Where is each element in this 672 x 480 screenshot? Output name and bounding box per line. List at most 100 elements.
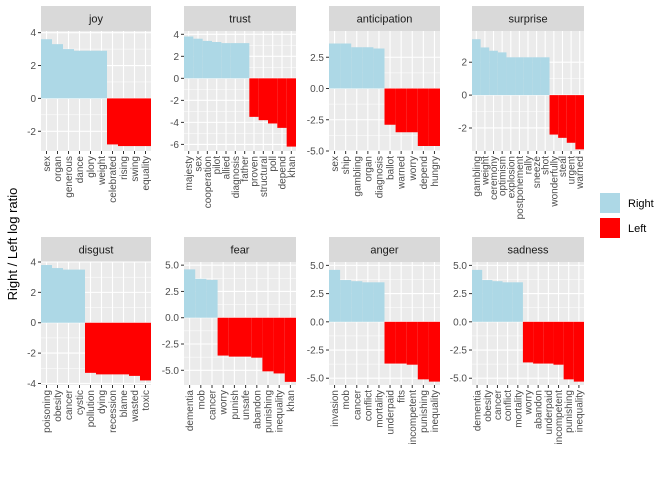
x-tick-label: sex (42, 156, 53, 172)
x-tick-label: recession (108, 390, 119, 433)
facet-title: anger (370, 245, 398, 257)
y-tick-label: 0 (30, 94, 36, 105)
bar-obesity (52, 268, 63, 323)
y-tick-label: 2.5 (310, 53, 324, 64)
legend: Right Left (600, 193, 654, 238)
facet-strip (41, 237, 151, 262)
x-tick-label: khan (286, 390, 297, 412)
x-tick-label: structural (259, 156, 270, 197)
x-tick-label: sneeze (532, 156, 543, 189)
y-tick-label: -5.0 (450, 374, 468, 385)
x-tick-label: khan (287, 156, 298, 178)
bar-majesty (184, 36, 194, 79)
bar-conflict (362, 282, 374, 322)
y-tick-label: 0.0 (165, 313, 179, 324)
y-tick-label: -2.5 (307, 115, 325, 126)
x-tick-label: fits (397, 390, 408, 403)
bar-cancer (492, 281, 503, 322)
bar-proven (249, 78, 259, 117)
bar-recession (107, 322, 118, 375)
facet-title: fear (231, 245, 250, 257)
bar-steal (558, 95, 567, 138)
x-tick-label: explosion (506, 156, 517, 198)
facet-surprise: surprise -2 0 2 gamblingweightceremonyoptimi… (458, 6, 586, 219)
x-tick-label: pollution (86, 390, 97, 427)
x-tick-label: dance (75, 156, 86, 184)
x-tick-label: incompetent (554, 390, 565, 445)
bar-cancer (206, 279, 218, 318)
x-tick-label: inequality (574, 390, 585, 432)
x-tick-label: generous (64, 156, 75, 198)
bar-worry (406, 88, 418, 133)
bar-wasted (129, 322, 140, 376)
bar-ballot (384, 88, 396, 125)
y-axis-label: Right / Left log ratio (5, 188, 20, 301)
bar-incompetent (553, 321, 564, 365)
bar-mob (195, 278, 207, 318)
y-tick-label: -2.5 (450, 346, 468, 357)
bar-punishing (417, 321, 429, 380)
x-tick-label: ceremony (489, 156, 500, 200)
y-tick-label: 4 (173, 30, 179, 41)
bar-warned (575, 95, 584, 150)
x-tick-label: conflict (363, 390, 374, 421)
bar-inequality (573, 321, 584, 382)
x-tick-label: optimism (498, 156, 509, 196)
bar-warned (395, 88, 407, 133)
y-tick-label: 0 (173, 74, 179, 85)
x-tick-label: mortality (374, 390, 385, 428)
bar-ceremony (489, 50, 498, 96)
x-tick-label: diagnosis (231, 156, 242, 198)
bar-cystic (74, 269, 85, 323)
bar-postponement (515, 57, 524, 96)
x-tick-label: weight (97, 156, 108, 186)
bar-organ (52, 44, 63, 99)
bar-equality (140, 98, 151, 147)
x-tick-label: poll (268, 156, 279, 172)
bar-organ (362, 47, 374, 89)
facet-title: trust (229, 14, 250, 26)
x-tick-label: mob (196, 390, 207, 410)
x-tick-label: organ (53, 156, 64, 182)
y-tick-label: -5.0 (307, 147, 325, 158)
bar-poisoning (41, 265, 52, 323)
facet-strip (472, 6, 584, 31)
y-tick-label: 0.0 (310, 84, 324, 95)
x-tick-label: hungry (430, 156, 441, 187)
bar-unsafe (240, 317, 252, 357)
bar-cancer (63, 269, 74, 323)
bar-khan (286, 78, 296, 147)
x-tick-label: depend (419, 156, 430, 189)
facet-strip (472, 237, 584, 262)
x-tick-label: sex (194, 156, 205, 172)
x-tick-label: toxic (141, 390, 152, 411)
bar-invasion (329, 269, 341, 322)
bar-underpaid (543, 321, 554, 364)
bar-rising (118, 98, 129, 147)
x-tick-label: underpaid (544, 390, 555, 434)
x-tick-label: sex (330, 156, 341, 172)
bar-explosion (506, 57, 516, 96)
y-tick-label: 2.5 (310, 289, 324, 300)
bar-blame (118, 322, 129, 375)
bar-wonderfully (549, 95, 559, 135)
bar-fits (395, 321, 407, 364)
x-tick-label: postponement (515, 156, 526, 220)
x-tick-label: shot (541, 156, 552, 175)
x-tick-label: glory (86, 156, 97, 178)
y-tick-label: 4 (30, 28, 36, 39)
x-tick-label: wonderfully (549, 156, 560, 208)
x-tick-label: ballot (386, 156, 397, 180)
bar-poll (268, 78, 278, 124)
x-tick-label: gambling (472, 156, 483, 197)
x-tick-label: obesity (483, 390, 494, 422)
x-tick-label: cancer (493, 389, 504, 420)
legend-key-right (600, 193, 620, 213)
y-tick-label: 5.0 (310, 261, 324, 272)
x-tick-label: underpaid (386, 390, 397, 434)
bar-toxic (140, 322, 151, 381)
bar-rally (523, 57, 533, 96)
x-tick-label: father (240, 155, 251, 181)
y-tick-label: 2 (461, 58, 467, 69)
